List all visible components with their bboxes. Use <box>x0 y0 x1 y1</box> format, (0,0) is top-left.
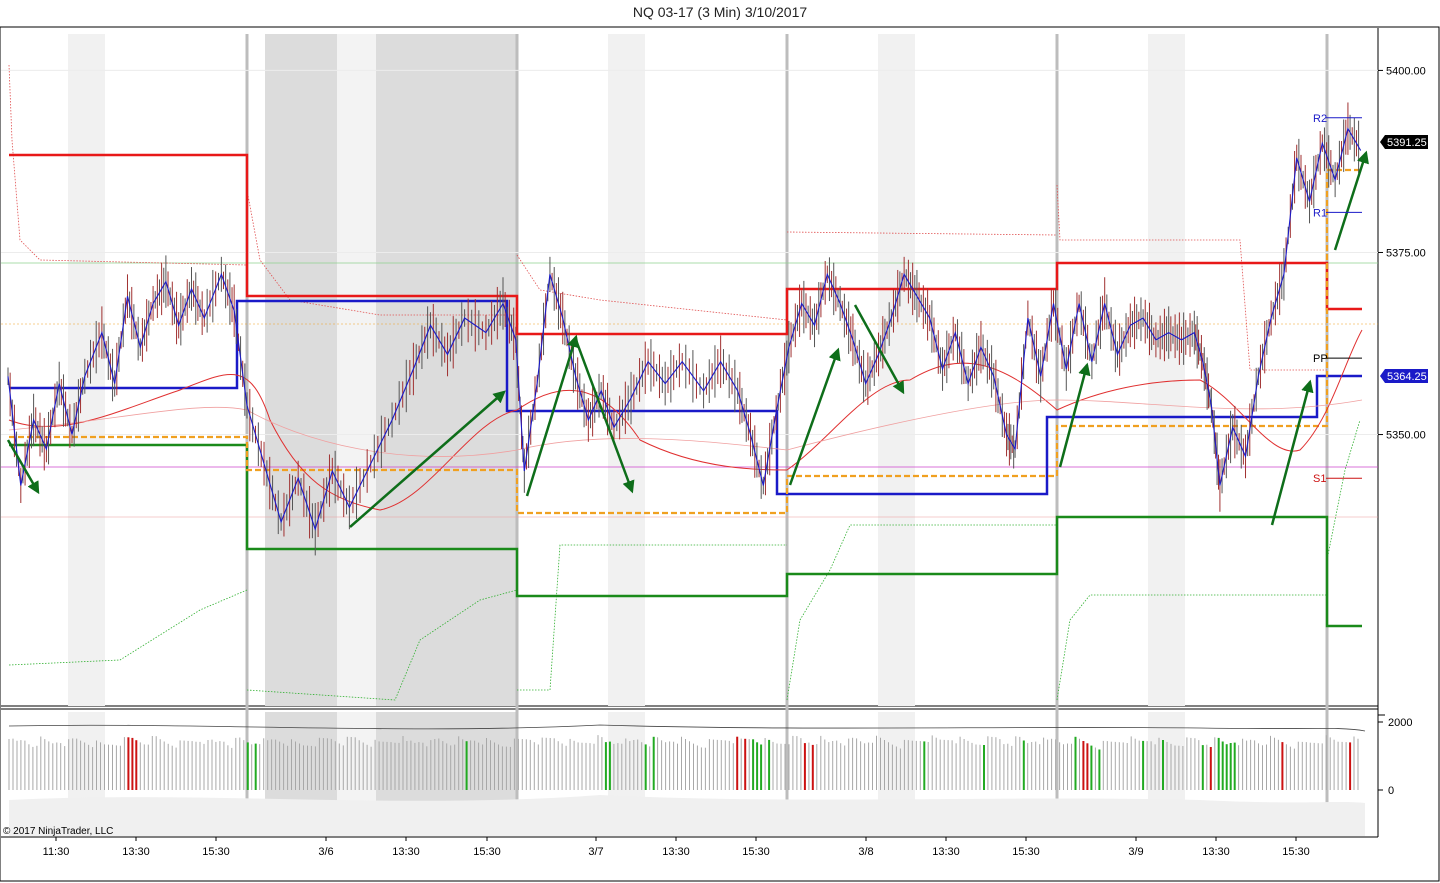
last-price-tag-shape <box>1380 135 1428 149</box>
pivot-price-tag-shape <box>1380 369 1428 383</box>
moving-average-lines <box>8 329 1363 511</box>
outer-frame <box>0 26 1440 882</box>
trend-arrows <box>6 150 1369 528</box>
lower-band-3 <box>517 544 787 691</box>
x-tick-label: 3/6 <box>318 846 333 858</box>
session-shade <box>337 34 376 706</box>
x-tick-label: 13:30 <box>122 846 150 858</box>
x-tick-label: 15:30 <box>742 846 770 858</box>
x-tick-label: 13:30 <box>1202 846 1230 858</box>
pivot-level-label: R2 <box>1313 113 1327 125</box>
moving-average-red <box>8 329 1363 511</box>
trend-arrow <box>1333 150 1369 251</box>
trend-arrow <box>349 390 506 528</box>
trend-arrow <box>525 334 580 497</box>
support-level <box>9 443 1362 628</box>
x-tick-label: 13:30 <box>932 846 960 858</box>
volume-shadow-area <box>9 795 1365 836</box>
session-shade <box>376 34 517 706</box>
x-tick-label: 11:30 <box>43 846 70 858</box>
copyright-text: © 2017 NinjaTrader, LLC <box>3 826 113 837</box>
pivot-price-marker: 5364.25 <box>1380 369 1428 383</box>
last-price-label: 5391.25 <box>1387 137 1427 149</box>
x-tick-label: 15:30 <box>1012 846 1040 858</box>
volume-tick-label: 2000 <box>1388 717 1412 729</box>
pivot-level-label: R1 <box>1313 207 1327 219</box>
trend-arrow <box>1270 379 1314 526</box>
y-tick-label: 5350.00 <box>1386 430 1426 442</box>
trend-arrow <box>788 347 841 486</box>
upper-band-4 <box>786 231 1058 236</box>
midpoint-level <box>9 168 1362 515</box>
session-shade <box>265 34 337 706</box>
chart-title: NQ 03-17 (3 Min) 3/10/2017 <box>632 4 808 20</box>
resistance-level <box>9 153 1362 336</box>
upper-band-3 <box>516 254 788 321</box>
trend-arrow <box>574 339 635 494</box>
last-price-marker: 5391.25 <box>1380 135 1428 149</box>
pivot-level <box>9 299 1362 496</box>
pivot-labels: R2 R1 PP S1 <box>1313 113 1362 485</box>
x-tick-label: 15:30 <box>1282 846 1310 858</box>
time-axis: 11:30 13:30 15:30 3/6 13:30 15:30 3/7 13:30 15:3… <box>43 837 1310 858</box>
x-tick-label: 13:30 <box>662 846 690 858</box>
x-tick-label: 15:30 <box>202 846 230 858</box>
volume-tick-label: 0 <box>1388 785 1394 797</box>
moving-average-pink <box>8 399 1363 457</box>
session-shade <box>1148 34 1185 706</box>
session-shades <box>68 34 1329 836</box>
trend-arrow <box>853 304 905 395</box>
lower-band-4 <box>786 524 1057 701</box>
session-shade <box>68 34 105 706</box>
trend-arrow <box>6 439 40 495</box>
pivot-price-label: 5364.25 <box>1387 371 1427 383</box>
y-tick-label: 5400.00 <box>1386 65 1426 77</box>
pivot-level-label: S1 <box>1313 473 1326 485</box>
upper-band-5 <box>1056 184 1327 371</box>
price-series <box>7 127 1362 532</box>
volume-panel: 2000 0 <box>8 714 1412 836</box>
level-lines <box>9 153 1362 628</box>
trend-arrow <box>1058 362 1091 468</box>
session-shade <box>878 34 915 706</box>
x-tick-label: 3/7 <box>588 846 603 858</box>
x-tick-label: 15:30 <box>473 846 501 858</box>
lower-band-6 <box>1326 419 1361 561</box>
x-tick-label: 3/8 <box>858 846 873 858</box>
lower-band-2 <box>246 589 518 701</box>
price-line <box>7 127 1362 532</box>
upper-band-1 <box>8 64 248 266</box>
session-shade <box>608 34 645 706</box>
lower-band-5 <box>1056 594 1327 701</box>
pivot-level-label: PP <box>1313 353 1328 365</box>
price-axis: 5400.00 5375.00 5350.00 <box>1378 65 1426 442</box>
x-tick-label: 3/9 <box>1128 846 1143 858</box>
x-tick-label: 13:30 <box>392 846 420 858</box>
volume-average-line <box>8 724 1366 732</box>
y-tick-label: 5375.00 <box>1386 247 1426 259</box>
